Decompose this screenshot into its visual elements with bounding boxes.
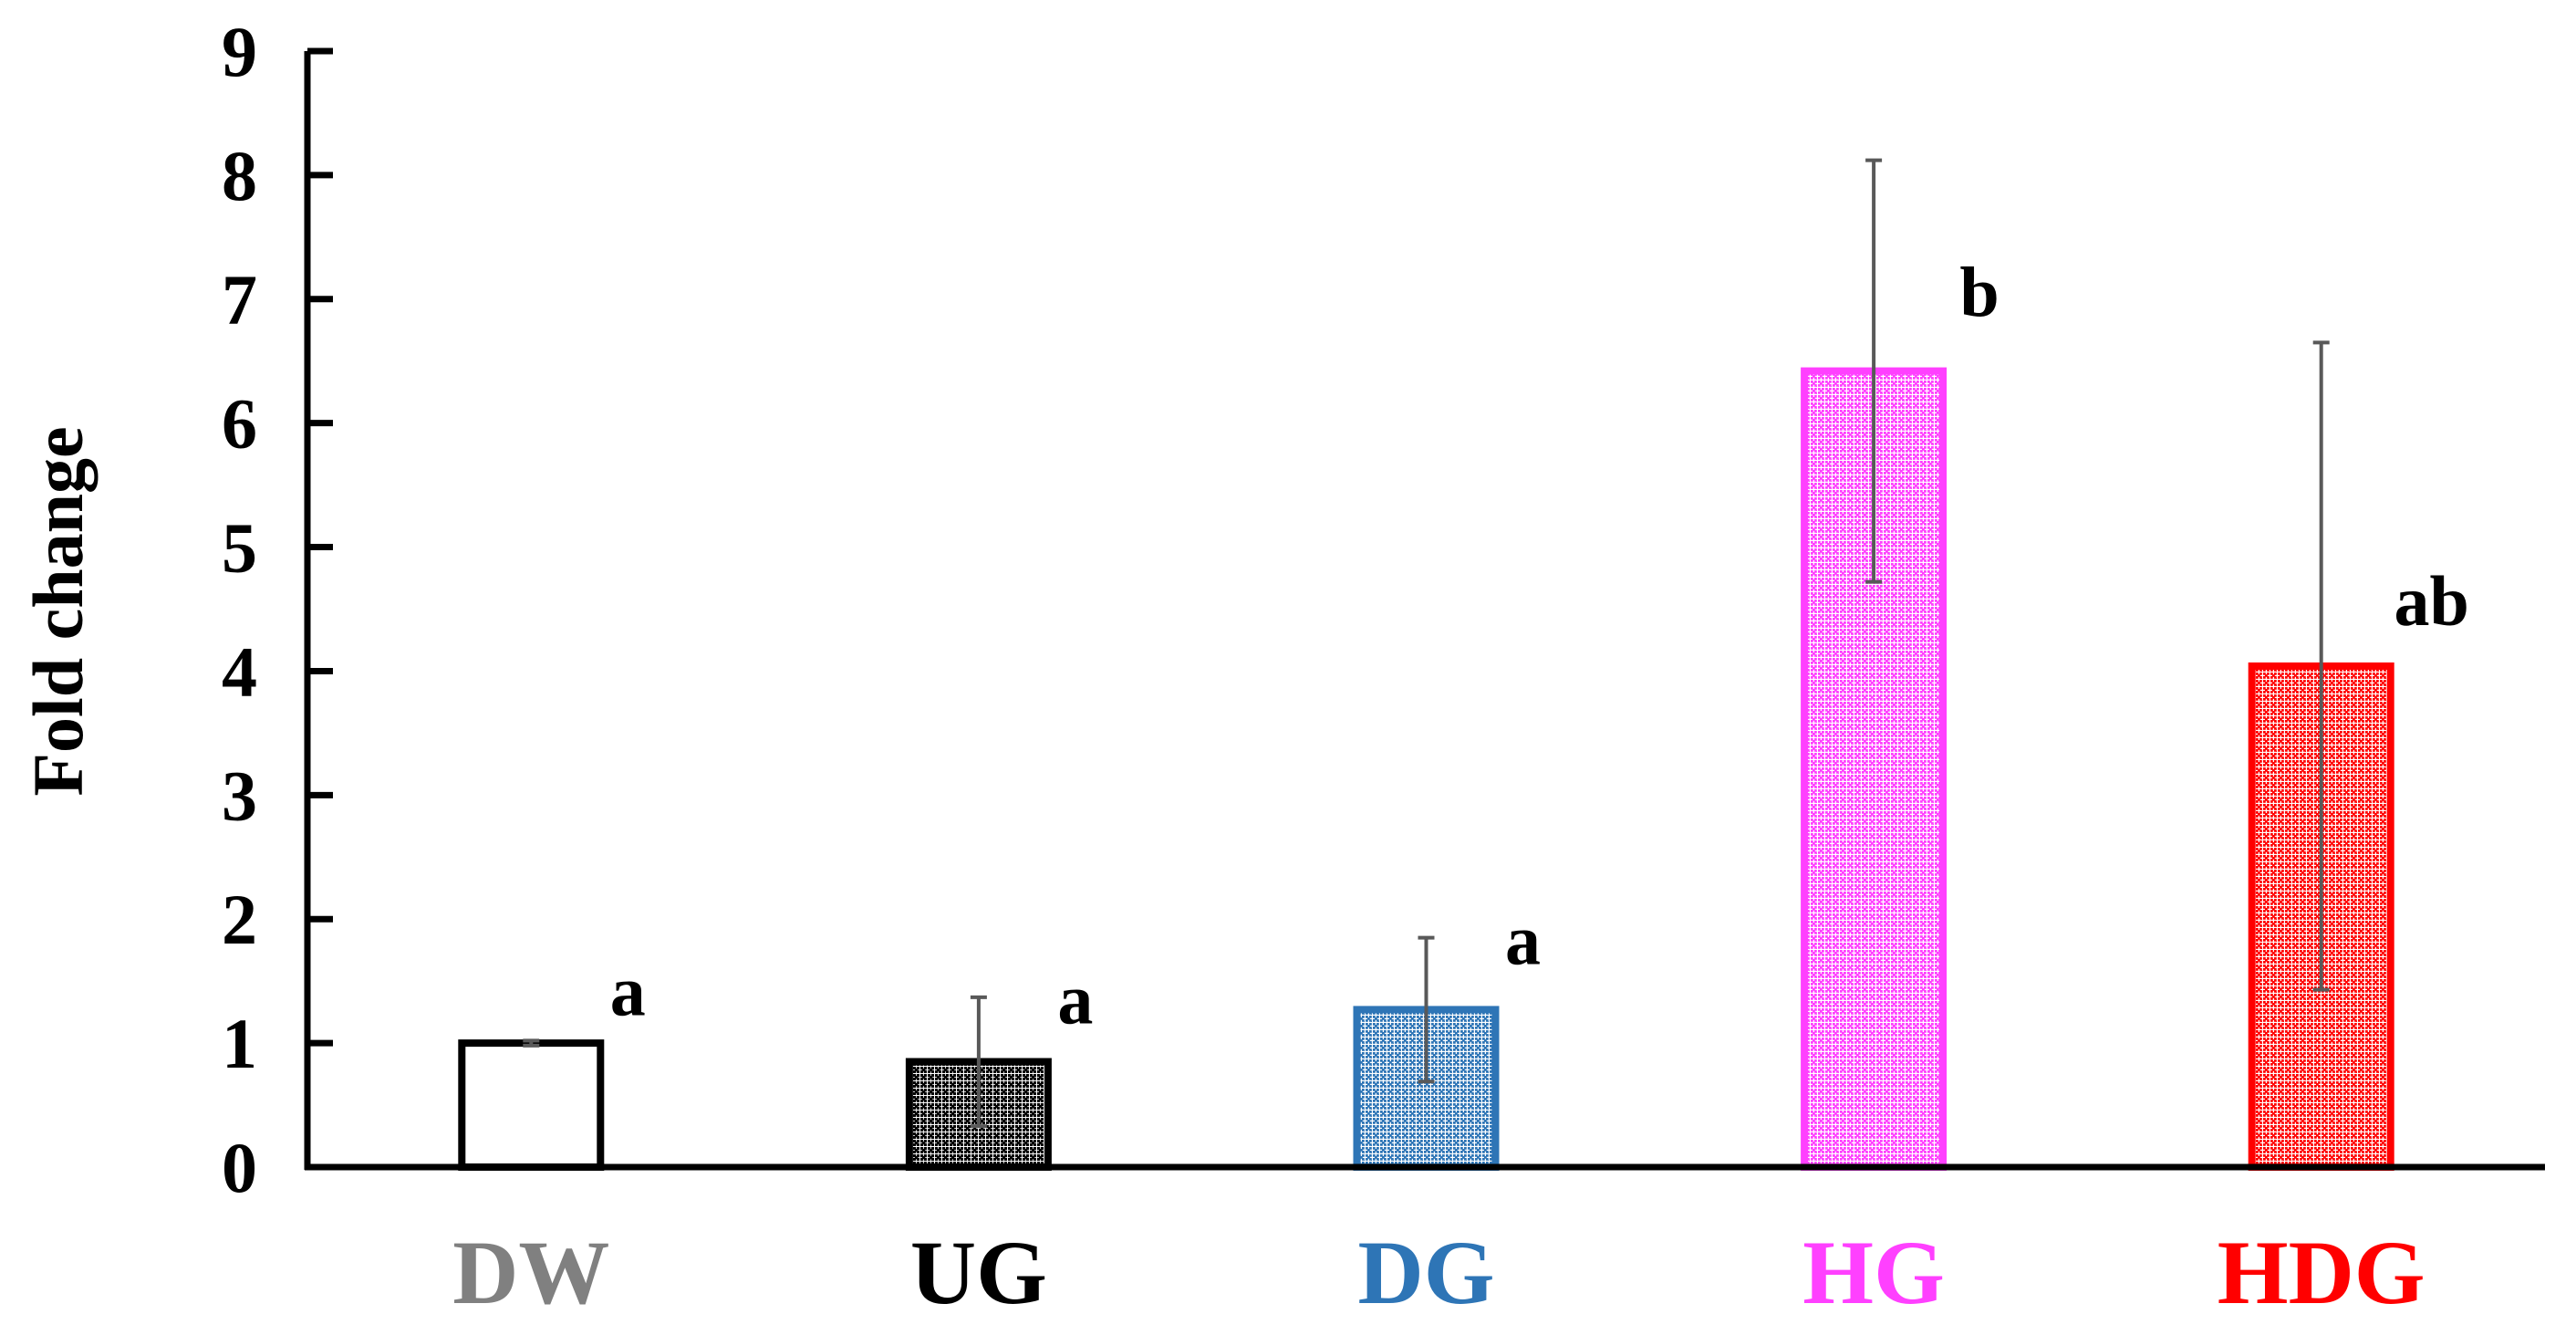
error-bar-dw [523,1038,540,1048]
x-tick-label-hdg: HDG [2218,1222,2425,1323]
y-tick-label: 6 [222,384,257,464]
significance-label: a [1505,900,1541,979]
y-tick-label: 5 [222,508,257,588]
x-tick-label-ug: UG [910,1222,1047,1323]
x-tick-label-dg: DG [1358,1222,1495,1323]
error-bar-dg [1418,935,1435,1084]
error-bar-hdg [2312,340,2330,992]
x-tick-label-hg: HG [1802,1222,1945,1323]
significance-label: ab [2394,561,2469,641]
y-tick-label: 1 [222,1004,257,1083]
y-tick-label: 3 [222,756,257,835]
y-tick-label: 7 [222,260,257,339]
significance-label: b [1959,253,1999,332]
y-tick-label: 9 [222,12,257,91]
error-bar-ug [970,995,987,1129]
y-tick-label: 4 [222,631,257,711]
y-axis-title: Fold change [18,426,98,796]
significance-label: a [610,951,646,1030]
significance-label: a [1057,959,1093,1038]
x-tick-label-dw: DW [452,1222,609,1323]
error-bar-hg [1865,158,1883,584]
bar-dw [458,1039,605,1171]
y-tick-label: 8 [222,136,257,215]
y-tick-label: 0 [222,1128,257,1207]
y-tick-label: 2 [222,880,257,959]
